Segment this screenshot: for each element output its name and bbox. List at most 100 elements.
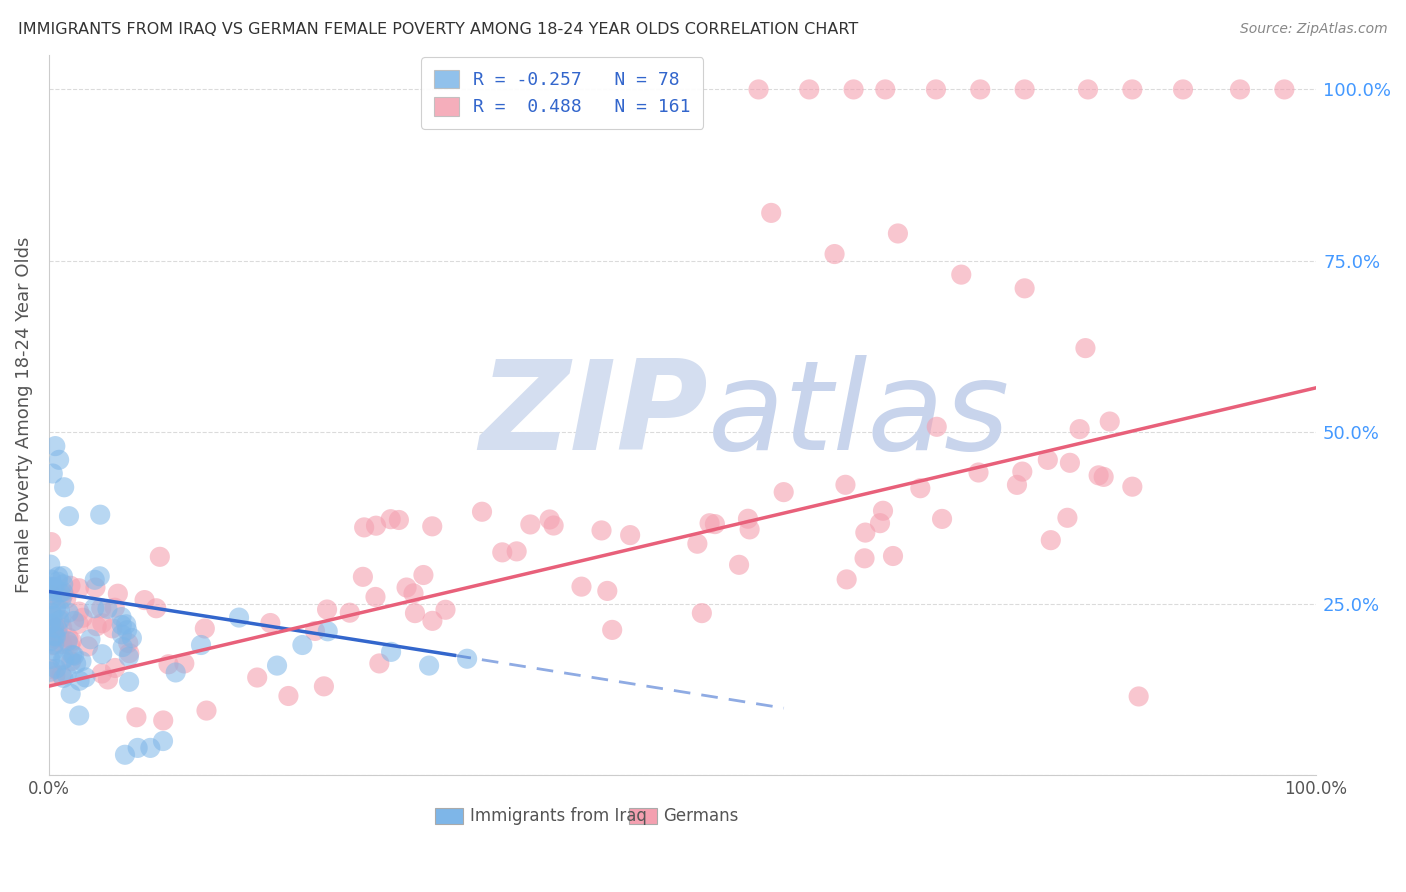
Point	[395, 581, 418, 595]
Point	[925, 419, 948, 434]
Point	[1121, 82, 1143, 96]
Point	[41, 638, 63, 652]
Point	[56, 634, 79, 648]
Point	[41, 623, 63, 637]
Point	[39, 652, 62, 666]
Point	[1036, 453, 1059, 467]
Point	[190, 638, 212, 652]
Point	[104, 661, 127, 675]
Point	[42, 644, 65, 658]
Text: ZIP: ZIP	[479, 355, 707, 475]
Point	[63, 648, 86, 663]
Point	[824, 247, 846, 261]
Point	[41, 581, 63, 595]
Point	[53, 480, 76, 494]
Point	[118, 649, 141, 664]
Point	[266, 658, 288, 673]
Point	[55, 591, 77, 606]
Point	[97, 673, 120, 687]
Point	[505, 544, 527, 558]
Point	[111, 618, 134, 632]
Point	[1014, 281, 1036, 295]
Point	[728, 558, 751, 572]
Point	[134, 593, 156, 607]
Point	[44, 580, 66, 594]
Text: IMMIGRANTS FROM IRAQ VS GERMAN FEMALE POVERTY AMONG 18-24 YEAR OLDS CORRELATION : IMMIGRANTS FROM IRAQ VS GERMAN FEMALE PO…	[18, 22, 859, 37]
Point	[1098, 415, 1121, 429]
Point	[52, 671, 75, 685]
Point	[44, 669, 66, 683]
Point	[1171, 82, 1194, 96]
Point	[364, 518, 387, 533]
Point	[46, 569, 69, 583]
Point	[39, 616, 62, 631]
Point	[380, 512, 402, 526]
Point	[53, 651, 76, 665]
Point	[1121, 480, 1143, 494]
Point	[84, 581, 107, 595]
Point	[853, 525, 876, 540]
Point	[738, 523, 761, 537]
Point	[58, 631, 80, 645]
Point	[79, 632, 101, 647]
Point	[422, 614, 444, 628]
Point	[51, 637, 73, 651]
Point	[194, 622, 217, 636]
Point	[703, 517, 725, 532]
Point	[45, 601, 67, 615]
Point	[125, 710, 148, 724]
Point	[368, 657, 391, 671]
Point	[737, 512, 759, 526]
Point	[39, 616, 62, 631]
Point	[600, 623, 623, 637]
Y-axis label: Female Poverty Among 18-24 Year Olds: Female Poverty Among 18-24 Year Olds	[15, 237, 32, 593]
Point	[52, 584, 75, 599]
Point	[39, 662, 62, 676]
Point	[118, 646, 141, 660]
Point	[42, 467, 65, 481]
Point	[596, 583, 619, 598]
Point	[1128, 690, 1150, 704]
Point	[107, 587, 129, 601]
Point	[39, 558, 62, 572]
Point	[44, 638, 66, 652]
Point	[364, 590, 387, 604]
Point	[51, 591, 73, 606]
Point	[89, 508, 111, 522]
Point	[1229, 82, 1251, 96]
Point	[41, 606, 63, 620]
Point	[1272, 82, 1295, 96]
Point	[543, 518, 565, 533]
Text: atlas: atlas	[707, 355, 1010, 475]
Point	[67, 581, 90, 595]
Point	[69, 673, 91, 688]
Point	[418, 658, 440, 673]
Point	[1069, 422, 1091, 436]
Point	[49, 585, 72, 599]
Point	[686, 537, 709, 551]
Point	[49, 612, 72, 626]
Point	[53, 587, 76, 601]
Point	[67, 616, 90, 631]
Point	[48, 452, 70, 467]
Point	[45, 630, 67, 644]
Point	[875, 82, 897, 96]
Point	[39, 588, 62, 602]
Point	[834, 477, 856, 491]
Point	[111, 627, 134, 641]
Point	[139, 740, 162, 755]
Point	[1014, 82, 1036, 96]
Point	[70, 654, 93, 668]
Point	[118, 674, 141, 689]
FancyBboxPatch shape	[630, 808, 657, 824]
Point	[799, 82, 821, 96]
Point	[52, 569, 75, 583]
Point	[152, 714, 174, 728]
Point	[90, 666, 112, 681]
Point	[402, 586, 425, 600]
Point	[41, 584, 63, 599]
Point	[380, 645, 402, 659]
Point	[761, 206, 783, 220]
Point	[277, 689, 299, 703]
Point	[83, 573, 105, 587]
